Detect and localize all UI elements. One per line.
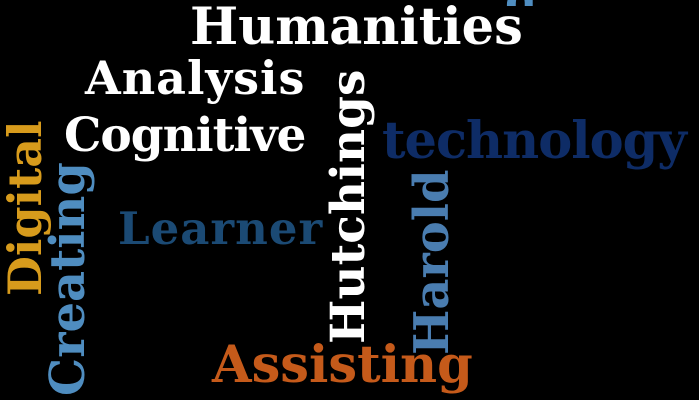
word-creating: Creating (40, 162, 96, 396)
word-analysis: Analysis (85, 51, 306, 105)
word-hutchings: Hutchings (321, 69, 376, 344)
partial-word-fragment: g (505, 0, 535, 6)
word-learner: Learner (118, 202, 324, 255)
partial-word-glyph: g (505, 0, 535, 6)
word-cognitive: Cognitive (64, 108, 306, 163)
word-harold: Harold (404, 169, 460, 355)
word-technology: technology (382, 111, 687, 171)
word-assisting: Assisting (212, 335, 473, 395)
word-humanities: Humanities (190, 0, 523, 57)
